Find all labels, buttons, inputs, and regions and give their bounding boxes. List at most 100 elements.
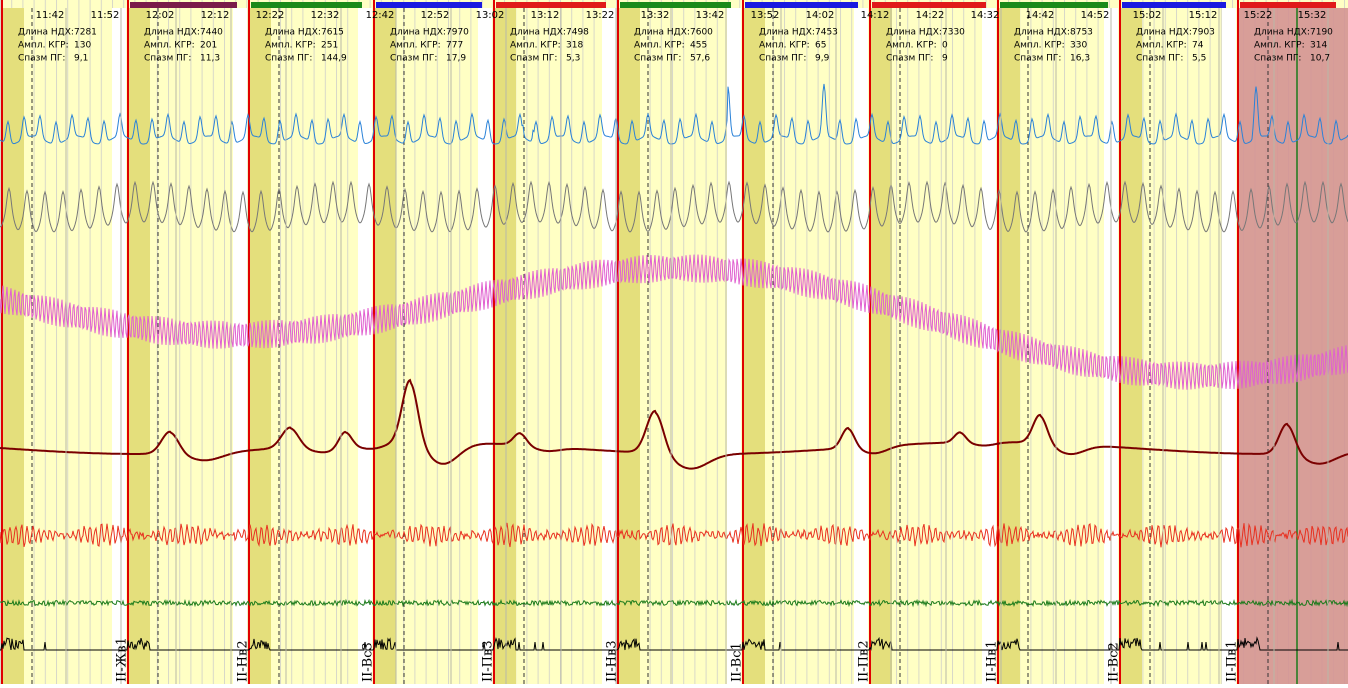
stat-label: Ампл. КГР: [1136, 41, 1187, 51]
olive-strip [743, 8, 765, 684]
olive-strip [1120, 8, 1142, 684]
stat-value: 7600 [690, 28, 713, 38]
stage-marker: II-Нв2 [236, 640, 251, 682]
stat-value: 7440 [200, 28, 223, 38]
header-bar [1122, 2, 1226, 8]
trace-blue [0, 83, 1348, 145]
stat-label: Длина НДХ: [265, 28, 321, 38]
stage-marker: II-Вс1 [730, 642, 745, 682]
stat-label: Спазм ПГ: [1254, 54, 1301, 64]
white-strip [982, 8, 996, 684]
trace-black [0, 636, 1348, 651]
time-label: 13:22 [586, 10, 615, 21]
time-label: 13:52 [751, 10, 780, 21]
stat-value: 7903 [1192, 28, 1215, 38]
stat-label: Длина НДХ: [390, 28, 446, 38]
stat-label: Спазм ПГ: [886, 54, 933, 64]
stat-label: Ампл. КГР: [510, 41, 561, 51]
stat-value: 201 [200, 41, 217, 51]
white-strip [478, 8, 492, 684]
stat-value: 0 [942, 41, 948, 51]
olive-strip [128, 8, 150, 684]
stat-label: Спазм ПГ: [265, 54, 312, 64]
time-label: 15:12 [1189, 10, 1218, 21]
header-bar [1000, 2, 1108, 8]
stat-value: 318 [566, 41, 583, 51]
stat-label: Длина НДХ: [1254, 28, 1310, 38]
stat-value: 9,9 [815, 54, 830, 64]
time-label: 12:32 [311, 10, 340, 21]
time-label: 14:42 [1026, 10, 1055, 21]
stat-value: 16,3 [1070, 54, 1090, 64]
stat-label: Длина НДХ: [634, 28, 690, 38]
white-strip [358, 8, 372, 684]
header-bar [872, 2, 986, 8]
stat-label: Спазм ПГ: [510, 54, 557, 64]
header-bar [620, 2, 731, 8]
time-label: 12:12 [201, 10, 230, 21]
time-label: 13:32 [641, 10, 670, 21]
time-label: 14:52 [1081, 10, 1110, 21]
stat-label: Ампл. КГР: [144, 41, 195, 51]
stat-label: Длина НДХ: [144, 28, 200, 38]
stat-label: Спазм ПГ: [144, 54, 191, 64]
stat-label: Ампл. КГР: [18, 41, 69, 51]
header-bar [1240, 2, 1336, 8]
time-label: 13:02 [476, 10, 505, 21]
white-strip [602, 8, 616, 684]
stat-label: Спазм ПГ: [634, 54, 681, 64]
stat-label: Ампл. КГР: [886, 41, 937, 51]
trace-gray [0, 180, 1348, 233]
stat-value: 777 [446, 41, 463, 51]
stat-value: 330 [1070, 41, 1087, 51]
time-label: 14:12 [861, 10, 890, 21]
stage-marker: II-Пв2 [857, 640, 872, 682]
stat-label: Длина НДХ: [18, 28, 74, 38]
stat-label: Длина НДХ: [759, 28, 815, 38]
white-strip [727, 8, 741, 684]
stage-marker: II-Жв1 [115, 637, 130, 682]
stat-label: Спазм ПГ: [759, 54, 806, 64]
stat-label: Спазм ПГ: [18, 54, 65, 64]
olive-strip [494, 8, 516, 684]
time-label: 12:22 [256, 10, 285, 21]
trace-pink [0, 254, 1348, 390]
header-bar [130, 2, 237, 8]
time-label: 12:02 [146, 10, 175, 21]
stat-label: Ампл. КГР: [265, 41, 316, 51]
white-strip [233, 8, 247, 684]
header-bar [376, 2, 482, 8]
stat-label: Длина НДХ: [1014, 28, 1070, 38]
time-label: 11:52 [91, 10, 120, 21]
trace-darkred [0, 378, 1348, 470]
stat-value: 8753 [1070, 28, 1093, 38]
olive-strip [2, 8, 24, 684]
time-label: 14:02 [806, 10, 835, 21]
stat-label: Спазм ПГ: [390, 54, 437, 64]
stat-value: 314 [1310, 41, 1327, 51]
stat-label: Спазм ПГ: [1136, 54, 1183, 64]
stat-value: 7330 [942, 28, 965, 38]
time-label: 12:42 [366, 10, 395, 21]
stat-value: 7281 [74, 28, 97, 38]
stat-label: Ампл. КГР: [1254, 41, 1305, 51]
stat-value: 10,7 [1310, 54, 1330, 64]
time-label: 13:12 [531, 10, 560, 21]
stage-marker: II-Пв3 [481, 640, 496, 682]
time-label: 14:22 [916, 10, 945, 21]
stat-value: 7453 [815, 28, 838, 38]
trace-green [0, 598, 1348, 608]
trace-red [0, 522, 1348, 548]
stat-label: Длина НДХ: [886, 28, 942, 38]
stat-label: Ампл. КГР: [634, 41, 685, 51]
stat-value: 57,6 [690, 54, 710, 64]
header-bar [496, 2, 606, 8]
olive-strip [618, 8, 640, 684]
stat-value: 7615 [321, 28, 344, 38]
stat-value: 65 [815, 41, 826, 51]
stat-value: 17,9 [446, 54, 466, 64]
white-strip [854, 8, 868, 684]
